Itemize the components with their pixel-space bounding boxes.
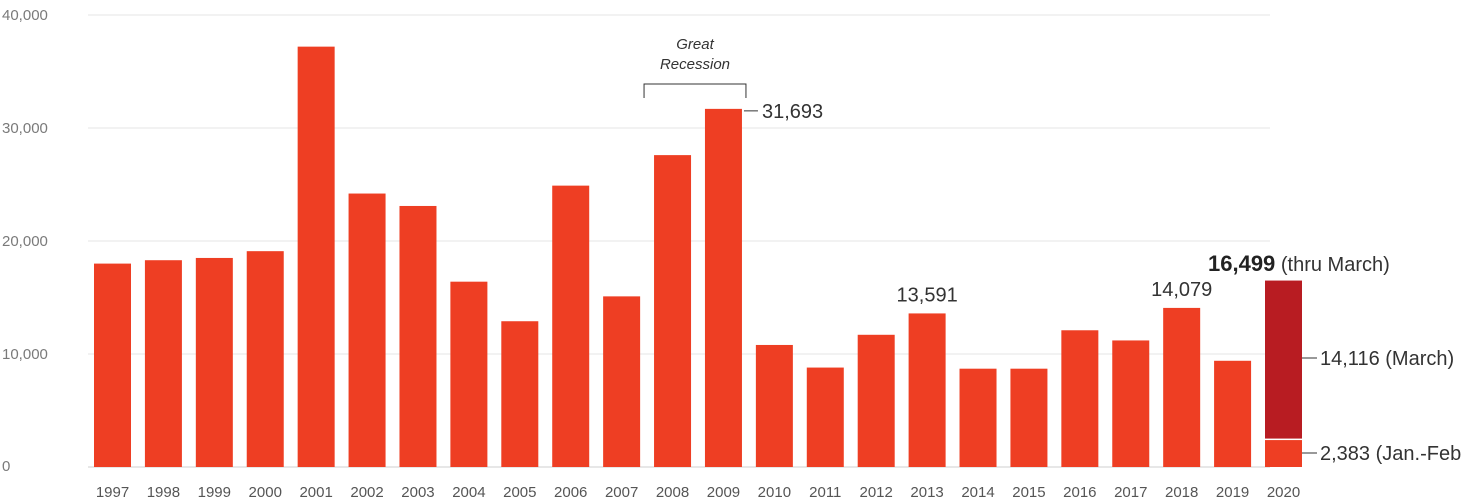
- bar: [908, 313, 946, 467]
- bar-2020-jan-feb: [1265, 440, 1302, 467]
- bar: [501, 321, 539, 467]
- bar: [450, 281, 488, 467]
- bar: [1163, 307, 1201, 467]
- x-tick-label: 2005: [503, 484, 536, 501]
- x-tick-label: 2018: [1165, 484, 1198, 501]
- x-tick-label: 2017: [1114, 484, 1147, 501]
- bar: [704, 108, 742, 467]
- x-tick-label: 1997: [96, 484, 129, 501]
- x-tick-label: 2014: [961, 484, 994, 501]
- data-label-2009: 31,693: [762, 101, 823, 123]
- bar: [857, 334, 895, 467]
- bar: [1112, 340, 1150, 467]
- x-tick-label: 2010: [758, 484, 791, 501]
- bar: [755, 344, 793, 467]
- x-tick-label: 2004: [452, 484, 485, 501]
- total-suffix: (thru March): [1275, 254, 1389, 276]
- x-tick-label: 2006: [554, 484, 587, 501]
- recession-bracket: [643, 83, 747, 98]
- bar: [654, 155, 692, 467]
- bar: [1061, 330, 1099, 467]
- bar: [94, 263, 131, 467]
- annotation-line-1: Great: [676, 36, 714, 53]
- data-label-2018: 14,079: [1151, 279, 1212, 301]
- annotation-line-2: Recession: [660, 56, 730, 73]
- bars: [94, 46, 1302, 468]
- great-recession-annotation: Great Recession: [643, 36, 747, 98]
- x-tick-label: 2002: [350, 484, 383, 501]
- x-tick-label: 1998: [147, 484, 180, 501]
- bar: [144, 260, 182, 467]
- x-tick-label: 2007: [605, 484, 638, 501]
- x-tick-label: 2015: [1012, 484, 1045, 501]
- data-labels: 31,693 13,591 14,079 16,499 (thru March) 14,…: [743, 101, 1463, 465]
- x-tick-label: 2016: [1063, 484, 1096, 501]
- x-tick-label: 2001: [299, 484, 332, 501]
- bar: [348, 193, 386, 468]
- x-tick-label: 2003: [401, 484, 434, 501]
- x-tick-label: 2020: [1267, 484, 1300, 501]
- bar: [297, 46, 335, 467]
- y-tick-label: 40,000: [2, 7, 48, 24]
- bar: [552, 185, 590, 467]
- bar: [603, 296, 641, 467]
- x-tick-label: 2019: [1216, 484, 1249, 501]
- y-tick-label: 30,000: [2, 120, 48, 137]
- total-value: 16,499: [1208, 251, 1275, 276]
- y-tick-label: 0: [2, 458, 10, 475]
- y-axis-ticks: 0 10,000 20,000 30,000 40,000: [2, 7, 48, 475]
- x-axis-ticks: 1997 1998 1999 2000 2001 2002 2003 2004 2005 2006…: [96, 484, 1300, 501]
- data-label-2020-march: 14,116 (March): [1320, 348, 1454, 370]
- x-tick-label: 1999: [198, 484, 231, 501]
- data-label-2020-janfeb: 2,383 (Jan.-Feb.): [1320, 443, 1463, 465]
- data-label-2020-total: 16,499 (thru March): [1208, 251, 1390, 276]
- data-label-2013: 13,591: [897, 284, 958, 306]
- bar: [1214, 360, 1252, 467]
- x-tick-label: 2011: [809, 484, 841, 501]
- y-tick-label: 10,000: [2, 346, 48, 363]
- x-tick-label: 2009: [707, 484, 740, 501]
- x-tick-label: 2000: [249, 484, 282, 501]
- y-tick-label: 20,000: [2, 233, 48, 250]
- bar: [1010, 368, 1048, 467]
- bar: [399, 205, 437, 467]
- x-tick-label: 2013: [910, 484, 943, 501]
- bar: [806, 367, 844, 467]
- bar: [195, 257, 233, 467]
- x-tick-label: 2012: [860, 484, 893, 501]
- bar: [246, 251, 284, 467]
- bar-2020-march: [1265, 280, 1302, 439]
- bar: [959, 368, 997, 467]
- x-tick-label: 2008: [656, 484, 689, 501]
